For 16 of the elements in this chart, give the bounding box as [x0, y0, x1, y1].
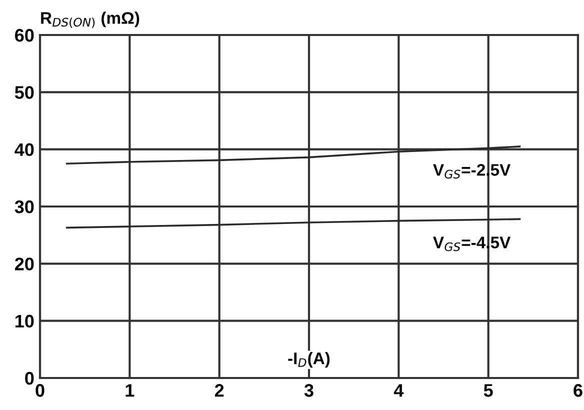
y-tick-label: 10	[16, 314, 34, 328]
y-tick-label: 0	[25, 372, 34, 385]
x-tick-label: 3	[304, 384, 314, 397]
x-tick-label: 4	[394, 384, 404, 397]
y-tick-label: 50	[14, 86, 34, 99]
y-axis-title: R$_{DS(ON)}$ (mΩ)	[41, 12, 140, 28]
x-tick-label: 6	[574, 384, 582, 397]
x-axis-title: -I$_{D}$(A)	[288, 352, 330, 368]
y-tick-label: 40	[14, 143, 34, 156]
x-tick-label: 1	[126, 384, 134, 397]
y-tick-label: 20	[14, 258, 34, 270]
x-tick-label: 0	[36, 384, 44, 397]
y-tick-label: 30	[14, 200, 34, 214]
x-tick-label: 2	[214, 384, 224, 397]
x-tick-label: 5	[484, 384, 493, 397]
y-tick-label: 60	[15, 28, 34, 42]
